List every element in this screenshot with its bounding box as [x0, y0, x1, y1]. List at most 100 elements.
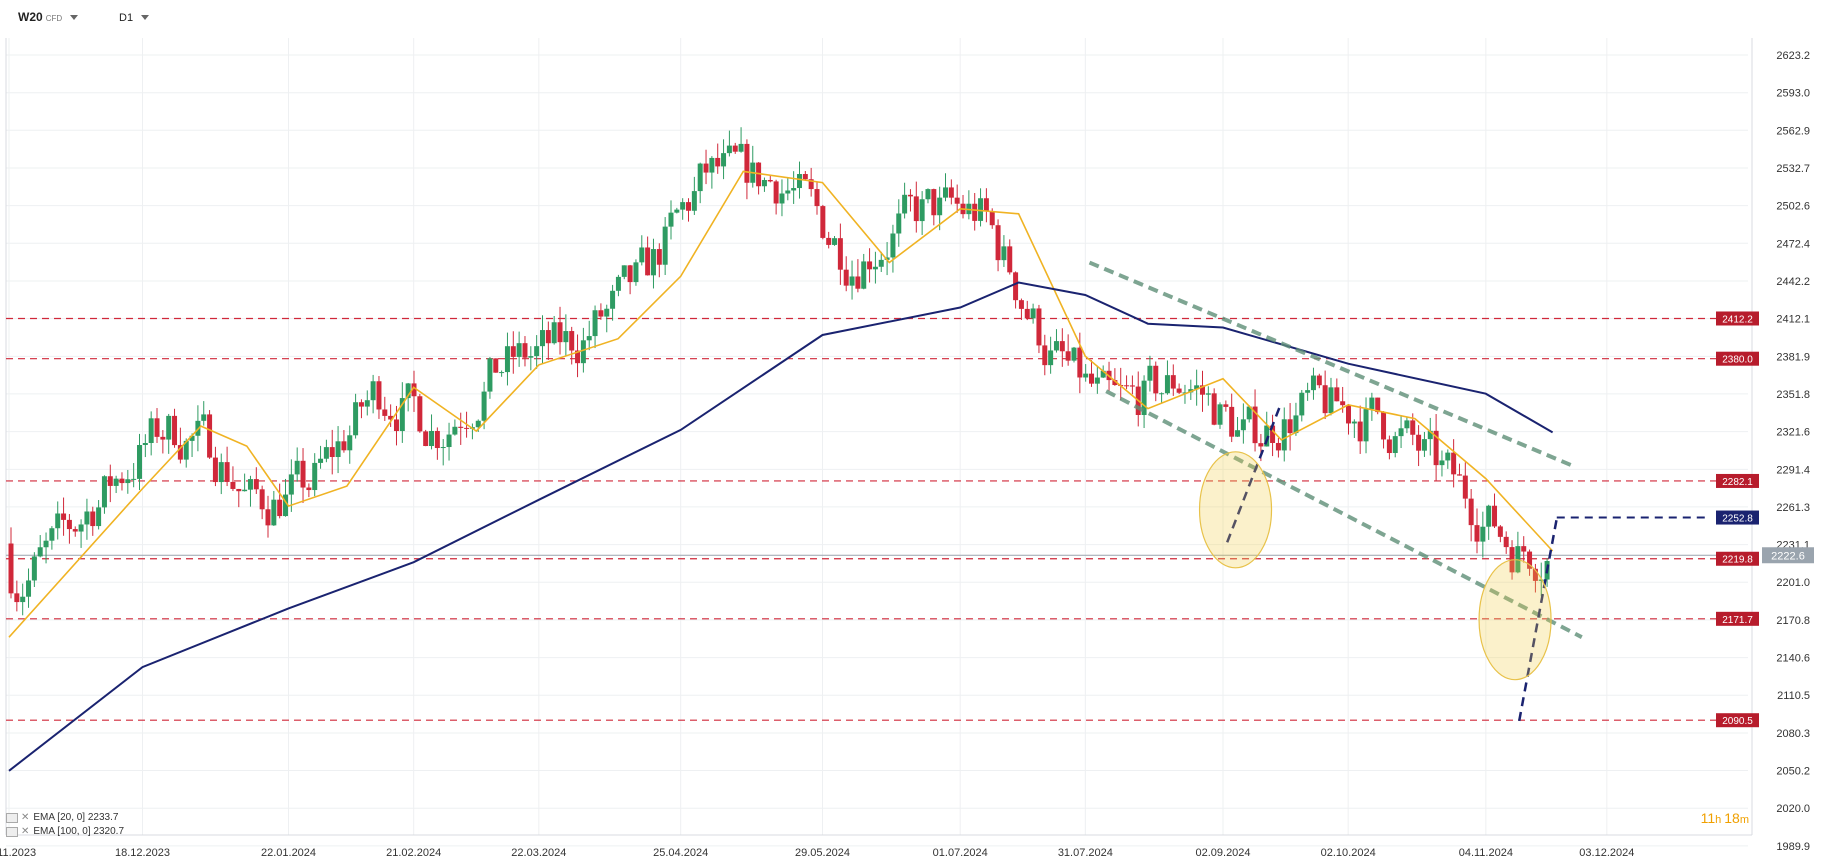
- candle-body: [358, 402, 364, 407]
- candle-body: [417, 396, 423, 432]
- legend-ema100[interactable]: ✕ EMA [100, 0] 2320.7: [6, 826, 124, 837]
- candle-body: [1223, 404, 1229, 407]
- candle-body: [55, 513, 61, 529]
- candle-body: [253, 479, 259, 490]
- candle-body: [983, 198, 989, 212]
- candle-body: [49, 528, 55, 541]
- candle-body: [1386, 439, 1392, 454]
- candle-body: [43, 540, 49, 548]
- level-tag: [1716, 713, 1759, 728]
- x-tick-label: 31.07.2024: [1058, 847, 1113, 859]
- candle-body: [1205, 393, 1211, 395]
- candle-body: [189, 435, 195, 441]
- x-tick-label: 02.09.2024: [1195, 847, 1250, 859]
- candle-body: [113, 478, 119, 486]
- candle-body: [545, 330, 551, 344]
- candle-body: [1503, 536, 1509, 548]
- candle-body: [1147, 365, 1153, 381]
- candle-body: [1334, 387, 1340, 402]
- candle-body: [627, 265, 633, 283]
- level-tag: [1716, 473, 1759, 488]
- candle-body: [598, 310, 604, 317]
- level-tag-label: 2171.7: [1722, 615, 1753, 626]
- candle-body: [721, 153, 727, 167]
- candle-body: [1211, 393, 1217, 425]
- y-tick-label: 2593.0: [1776, 88, 1810, 100]
- candle-body: [382, 409, 388, 416]
- candle-body: [224, 462, 230, 482]
- candle-body: [890, 233, 896, 258]
- candle-body: [353, 402, 359, 436]
- candle-body: [978, 198, 984, 221]
- candle-body: [1480, 526, 1486, 542]
- candle-body: [212, 457, 218, 483]
- legend-ema20[interactable]: ✕ EMA [20, 0] 2233.7: [6, 812, 118, 823]
- candle-body: [761, 179, 767, 187]
- candle-body: [1252, 406, 1258, 444]
- candle-body: [8, 543, 14, 594]
- interval-selector[interactable]: D1: [119, 10, 150, 24]
- candle-body: [528, 356, 534, 358]
- candle-body: [604, 308, 610, 317]
- candle-body: [534, 346, 540, 357]
- level-tag-label: 2412.2: [1722, 314, 1753, 325]
- candle-body: [557, 322, 563, 343]
- candle-body: [913, 196, 919, 222]
- candle-body: [1357, 421, 1363, 442]
- candle-body: [1217, 404, 1223, 425]
- indicator-icon: [6, 812, 18, 823]
- candle-body: [732, 145, 738, 152]
- candle-body: [247, 479, 253, 490]
- candle-body: [288, 474, 294, 495]
- candle-body: [201, 414, 207, 421]
- candle-body: [756, 162, 762, 187]
- candle-body: [907, 194, 913, 197]
- candle-body: [1492, 505, 1498, 527]
- candle-body: [1164, 375, 1170, 394]
- candle-body: [855, 276, 861, 289]
- candle-body: [878, 259, 884, 267]
- candle-body: [294, 460, 300, 475]
- candle-body: [1077, 347, 1083, 378]
- candle-body: [510, 346, 516, 357]
- candle-body: [948, 187, 954, 198]
- level-tag-label: 2090.5: [1722, 716, 1753, 727]
- current-price-label: 2222.6: [1771, 550, 1805, 562]
- highlight-ellipse: [1198, 451, 1273, 569]
- candle-body: [925, 189, 931, 200]
- candle-body: [1375, 397, 1381, 413]
- candle-body: [265, 509, 271, 526]
- symbol-selector[interactable]: W20 CFD: [18, 10, 79, 24]
- candle-body: [1281, 419, 1287, 451]
- candle-body: [697, 163, 703, 192]
- candle-body: [66, 519, 72, 530]
- close-icon[interactable]: ✕: [21, 826, 30, 837]
- candle-body: [709, 157, 715, 173]
- candle-body: [773, 181, 779, 204]
- candle-body: [1404, 420, 1410, 429]
- candle-body: [808, 179, 814, 190]
- timer-hours: 11: [1700, 810, 1716, 826]
- candle-body: [37, 547, 43, 557]
- y-tick-label: 2412.1: [1776, 314, 1810, 326]
- candle-body: [341, 441, 347, 451]
- candle-body: [580, 340, 586, 364]
- candle-body: [504, 346, 510, 373]
- candle-body: [814, 189, 820, 207]
- candle-body: [1036, 308, 1042, 346]
- candle-body: [499, 372, 505, 374]
- ema-line: [8, 170, 1554, 638]
- candle-body: [119, 478, 125, 484]
- candle-body: [1421, 439, 1427, 451]
- x-tick-label: 22.01.2024: [261, 847, 316, 859]
- level-tag: [1716, 611, 1759, 626]
- close-icon[interactable]: ✕: [21, 812, 30, 823]
- candle-body: [621, 265, 627, 277]
- candle-body: [1340, 401, 1346, 406]
- candle-body: [861, 261, 867, 289]
- current-price-tag: [1762, 547, 1814, 564]
- candle-body: [1322, 385, 1328, 414]
- candle-body: [160, 436, 166, 440]
- candle-body: [31, 556, 37, 581]
